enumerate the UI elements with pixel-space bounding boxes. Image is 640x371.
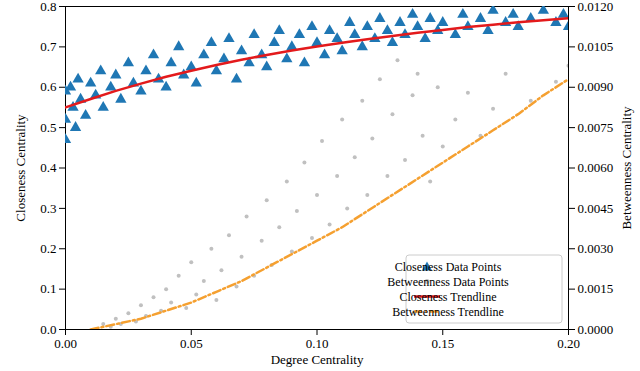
svg-text:0.10: 0.10 — [306, 336, 329, 351]
svg-text:0.15: 0.15 — [431, 336, 454, 351]
svg-text:0.0000: 0.0000 — [578, 322, 614, 337]
svg-text:Closeness Trendline: Closeness Trendline — [399, 290, 496, 304]
svg-text:Degree Centrality: Degree Centrality — [271, 352, 364, 367]
svg-text:0.0090: 0.0090 — [578, 79, 614, 94]
svg-text:Closeness Centrality: Closeness Centrality — [13, 114, 28, 222]
svg-text:Closeness Data Points: Closeness Data Points — [395, 260, 502, 274]
svg-text:Betweenness Trendline: Betweenness Trendline — [392, 305, 504, 319]
svg-text:0.0075: 0.0075 — [578, 120, 614, 135]
svg-text:0.20: 0.20 — [557, 336, 580, 351]
svg-text:0.0015: 0.0015 — [578, 281, 614, 296]
svg-text:0.05: 0.05 — [180, 336, 203, 351]
svg-text:0.4: 0.4 — [40, 160, 57, 175]
svg-text:0.0120: 0.0120 — [578, 0, 614, 14]
svg-text:0.0: 0.0 — [40, 322, 56, 337]
svg-text:0.0045: 0.0045 — [578, 201, 614, 216]
svg-text:0.3: 0.3 — [40, 201, 56, 216]
svg-text:0.5: 0.5 — [40, 120, 56, 135]
svg-text:Betweenness Centrality: Betweenness Centrality — [619, 106, 634, 230]
svg-text:0.7: 0.7 — [40, 39, 57, 54]
svg-text:0.2: 0.2 — [40, 241, 56, 256]
svg-text:0.1: 0.1 — [40, 281, 56, 296]
svg-text:0.8: 0.8 — [40, 0, 56, 14]
svg-text:0.0105: 0.0105 — [578, 39, 614, 54]
svg-text:0.00: 0.00 — [54, 336, 77, 351]
svg-text:0.0030: 0.0030 — [578, 241, 614, 256]
svg-text:0.6: 0.6 — [40, 79, 57, 94]
svg-text:Betweenness Data Points: Betweenness Data Points — [387, 275, 509, 289]
svg-text:0.0060: 0.0060 — [578, 160, 614, 175]
